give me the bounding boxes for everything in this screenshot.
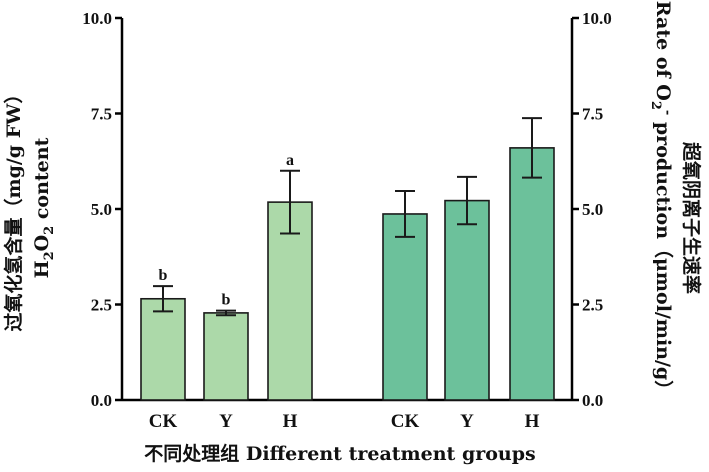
category-label: Y [460, 411, 474, 432]
bar [140, 297, 186, 401]
bar [203, 312, 249, 401]
category-label: CK [391, 411, 420, 432]
right-label-rate: Rate of O [652, 1, 674, 101]
right-label-sub: 2 [648, 101, 663, 110]
significance-label: b [222, 292, 231, 309]
category-label: H [525, 411, 540, 432]
bar [444, 199, 490, 401]
left-tick-label: 7.5 [91, 105, 112, 124]
right-axis-label-formula: Rate of O2- production（μmol/min/g） [648, 1, 675, 399]
right-label-production: production（μmol/min/g） [652, 115, 675, 399]
category-label: Y [219, 411, 233, 432]
right-tick-label: 5.0 [582, 200, 603, 219]
bar [382, 213, 428, 401]
right-label-sup: - [660, 110, 675, 115]
left-axis-label-chinese: 过氧化氢含量（mg/g FW） [2, 84, 25, 331]
left-label-o: O [31, 235, 53, 252]
left-tick-label: 5.0 [91, 200, 112, 219]
left-label-h: H [31, 260, 53, 278]
significance-label: a [286, 152, 294, 169]
right-tick-label: 0.0 [582, 391, 603, 410]
left-label-content: content [31, 137, 53, 225]
plot-area: 0.0 2.5 5.0 7.5 10.0 0.0 2.5 5.0 7.5 10.0 b CK b Ya H C… [82, 9, 612, 432]
left-tick-label: 2.5 [91, 296, 112, 315]
bar [509, 147, 555, 401]
left-axis-label-formula: H2O2 content [31, 137, 57, 278]
right-tick-label: 10.0 [582, 9, 612, 28]
right-axis-label-chinese: 超氧阴离子生速率 [680, 141, 703, 294]
left-tick-label: 10.0 [82, 9, 112, 28]
category-label: H [283, 411, 298, 432]
left-label-sub1: 2 [42, 251, 57, 260]
left-tick-label: 0.0 [91, 391, 112, 410]
x-axis-label: 不同处理组 Different treatment groups [144, 442, 535, 465]
right-tick-label: 7.5 [582, 105, 603, 124]
significance-label: b [159, 267, 168, 284]
left-label-sub2: 2 [42, 226, 57, 235]
category-label: CK [149, 411, 178, 432]
right-tick-label: 2.5 [582, 296, 603, 315]
